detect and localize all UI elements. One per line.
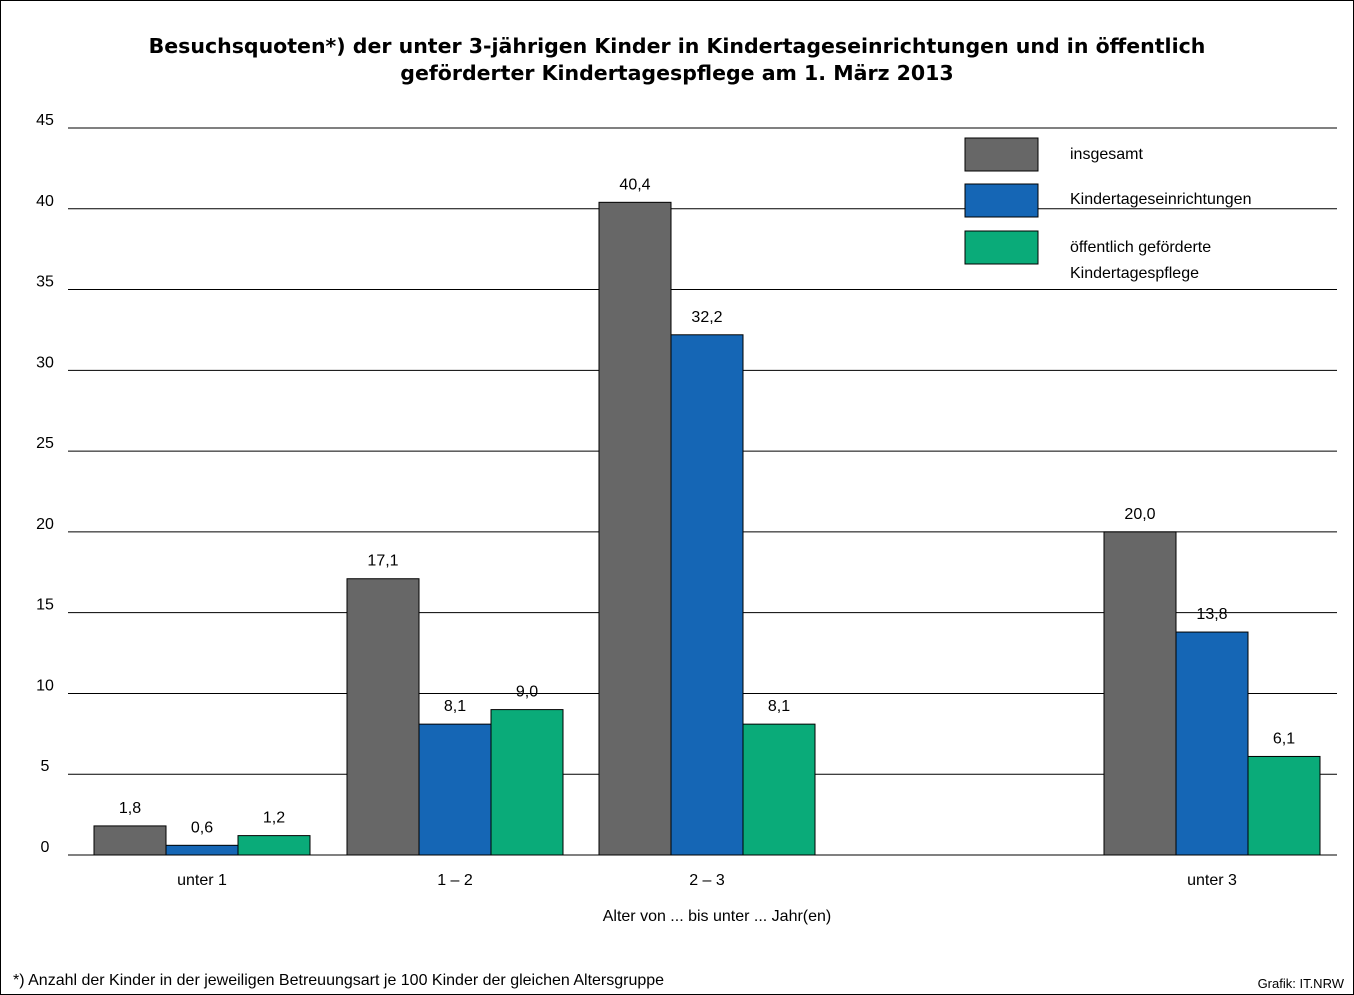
legend-swatch-kindertagespflege xyxy=(964,230,1039,265)
bar-3-2 xyxy=(1247,755,1321,856)
bar-2-1 xyxy=(670,334,744,856)
y-tick-label-35: 35 xyxy=(36,274,54,291)
data-label-1-0: 17,1 xyxy=(367,553,398,570)
legend-label-insgesamt: insgesamt xyxy=(1070,146,1143,163)
data-labels: 1,8 0,6 1,2 17,1 8,1 9,0 40,4 32,2 8,1 20,0 13,8 6,… xyxy=(119,176,1295,836)
x-category-label-1: 1 – 2 xyxy=(437,872,473,889)
y-tick-label-30: 30 xyxy=(36,354,54,371)
chart-title-line-2: geförderter Kindertagespflege am 1. März… xyxy=(400,61,953,85)
y-tick-label-5: 5 xyxy=(41,758,50,775)
y-tick-label-15: 15 xyxy=(36,597,54,614)
bar-1-1 xyxy=(418,723,492,856)
x-category-label-0: unter 1 xyxy=(177,872,227,889)
legend-swatch-kindertageseinrichtungen xyxy=(964,183,1039,218)
bar-3-0 xyxy=(1103,531,1177,856)
bar-3-1 xyxy=(1175,631,1249,856)
x-axis-label: Alter von ... bis unter ... Jahr(en) xyxy=(603,908,832,925)
data-label-0-1: 0,6 xyxy=(191,819,213,836)
bar-0-0 xyxy=(93,825,167,856)
bar-2-2 xyxy=(742,723,816,856)
y-tick-label-40: 40 xyxy=(36,193,54,210)
bar-2-0 xyxy=(598,201,672,856)
data-label-2-0: 40,4 xyxy=(619,176,650,193)
data-label-3-1: 13,8 xyxy=(1196,606,1227,623)
y-axis-ticks: 0 5 10 15 20 25 30 35 40 45 xyxy=(36,112,54,856)
y-tick-label-25: 25 xyxy=(36,435,54,452)
footnote: *) Anzahl der Kinder in der jeweiligen B… xyxy=(13,972,664,989)
data-label-2-1: 32,2 xyxy=(691,309,722,326)
source-credit: Grafik: IT.NRW xyxy=(1258,976,1345,991)
legend-swatch-insgesamt xyxy=(964,137,1039,172)
y-tick-label-0: 0 xyxy=(41,839,50,856)
legend-label-kindertagespflege-line-1: öffentlich geförderte xyxy=(1070,239,1211,256)
data-label-0-0: 1,8 xyxy=(119,800,141,817)
y-tick-label-20: 20 xyxy=(36,516,54,533)
legend-label-kindertageseinrichtungen: Kindertageseinrichtungen xyxy=(1070,191,1251,208)
x-axis-categories: unter 1 1 – 2 2 – 3 unter 3 xyxy=(177,872,1237,889)
data-label-1-1: 8,1 xyxy=(444,698,466,715)
data-label-3-2: 6,1 xyxy=(1273,730,1295,747)
legend-label-kindertagespflege-line-2: Kindertagespflege xyxy=(1070,265,1199,282)
y-tick-label-45: 45 xyxy=(36,112,54,129)
bar-0-2 xyxy=(237,835,311,856)
bar-1-0 xyxy=(346,578,420,856)
data-label-1-2: 9,0 xyxy=(516,684,538,701)
data-label-0-2: 1,2 xyxy=(263,810,285,827)
data-label-2-2: 8,1 xyxy=(768,698,790,715)
x-category-label-2: 2 – 3 xyxy=(689,872,725,889)
legend: insgesamt Kindertageseinrichtungen öffen… xyxy=(964,137,1251,282)
bar-0-1 xyxy=(165,844,239,856)
x-category-label-3: unter 3 xyxy=(1187,872,1237,889)
y-tick-label-10: 10 xyxy=(36,677,54,694)
bar-1-2 xyxy=(490,709,564,856)
bars xyxy=(93,201,1321,856)
chart-title-line-1: Besuchsquoten*) der unter 3-jährigen Kin… xyxy=(149,34,1206,58)
data-label-3-0: 20,0 xyxy=(1124,506,1155,523)
